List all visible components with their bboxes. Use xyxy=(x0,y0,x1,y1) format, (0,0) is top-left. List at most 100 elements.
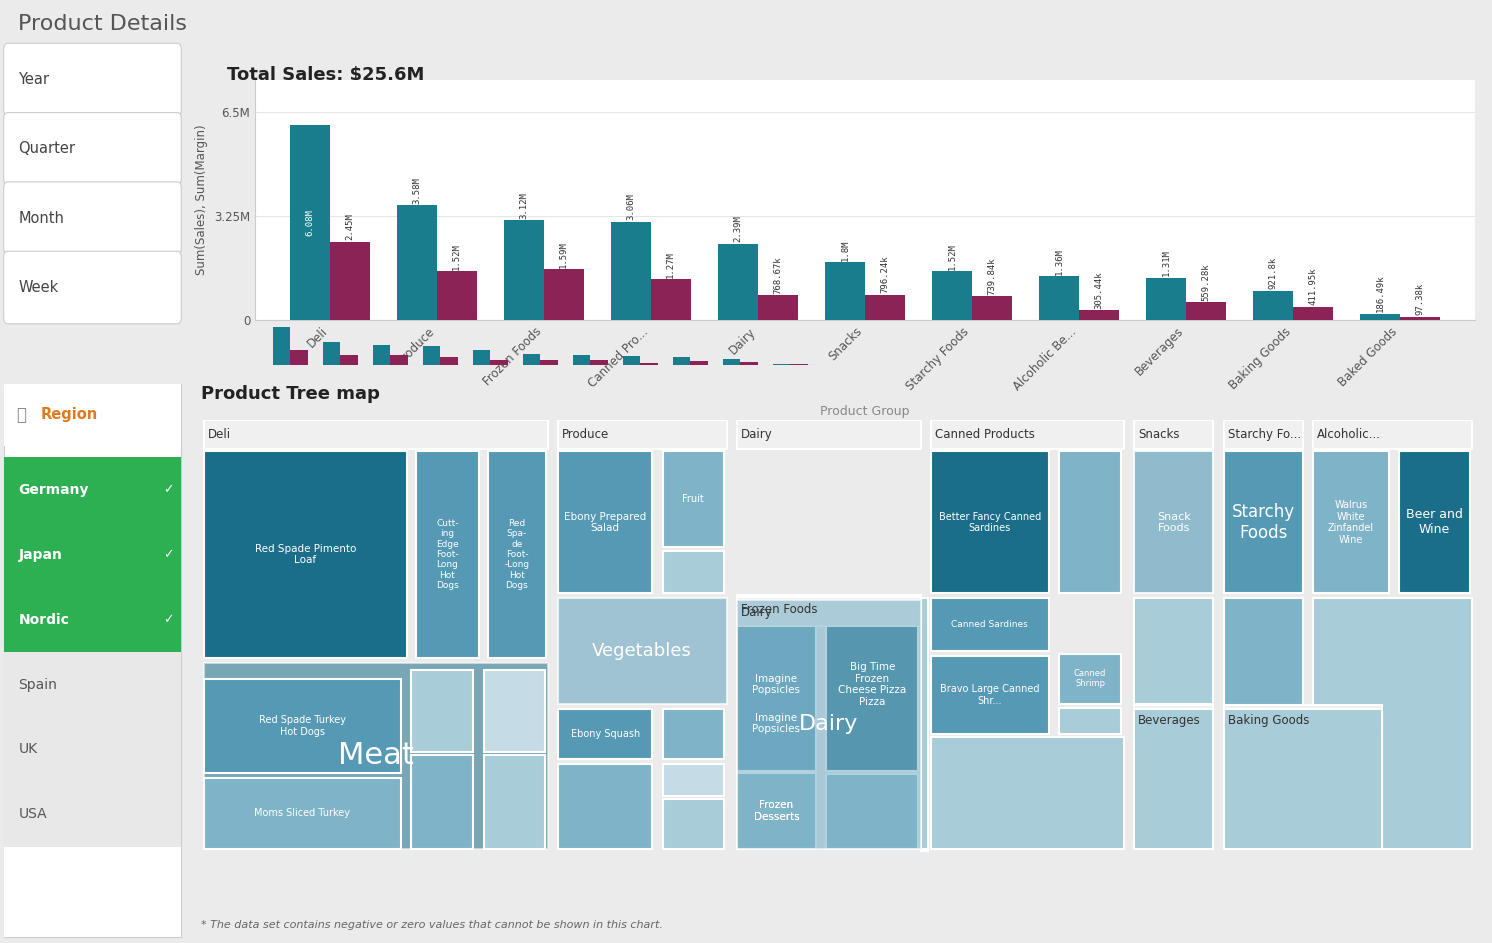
Text: Imagine
Popsicles: Imagine Popsicles xyxy=(752,673,800,695)
Text: Alcoholic...: Alcoholic... xyxy=(1317,428,1382,441)
Bar xyxy=(204,679,401,773)
Text: 1.59M: 1.59M xyxy=(560,240,568,268)
Text: USA: USA xyxy=(18,807,48,821)
Text: Germany: Germany xyxy=(18,483,90,497)
Bar xyxy=(931,737,1123,849)
FancyBboxPatch shape xyxy=(3,251,182,323)
Text: Deli: Deli xyxy=(207,428,231,441)
Bar xyxy=(1313,452,1389,593)
Text: 2.39M: 2.39M xyxy=(734,215,743,242)
Bar xyxy=(662,452,724,548)
Bar xyxy=(651,279,691,320)
Bar xyxy=(540,360,558,365)
Bar xyxy=(1134,599,1213,703)
Bar xyxy=(422,346,440,365)
Text: 6.08M: 6.08M xyxy=(306,209,315,236)
Text: * The data set contains negative or zero values that cannot be shown in this cha: * The data set contains negative or zero… xyxy=(201,920,662,930)
Text: Frozen Foods: Frozen Foods xyxy=(740,604,818,616)
Text: 1.52M: 1.52M xyxy=(452,243,461,270)
Text: Product Details: Product Details xyxy=(18,14,186,34)
Text: Region: Region xyxy=(40,407,98,422)
Bar xyxy=(558,709,652,759)
Text: Spain: Spain xyxy=(18,677,57,691)
Text: 1.36M: 1.36M xyxy=(1055,248,1064,274)
Bar xyxy=(931,599,1049,651)
Bar xyxy=(330,241,370,320)
Text: Dairy: Dairy xyxy=(740,605,773,619)
Text: Quarter: Quarter xyxy=(18,141,76,157)
Text: 186.49k: 186.49k xyxy=(1376,274,1385,312)
Text: UK: UK xyxy=(18,742,37,756)
Bar xyxy=(758,295,798,320)
Bar xyxy=(1223,452,1303,593)
Bar xyxy=(1361,314,1399,320)
FancyBboxPatch shape xyxy=(3,43,182,116)
Bar xyxy=(1253,290,1294,320)
FancyBboxPatch shape xyxy=(3,112,182,185)
Text: Big Time
Frozen
Cheese Pizza
Pizza: Big Time Frozen Cheese Pizza Pizza xyxy=(839,662,906,707)
Bar xyxy=(827,774,918,849)
Bar xyxy=(522,354,540,365)
Text: 796.24k: 796.24k xyxy=(880,256,889,293)
Bar xyxy=(589,360,607,365)
Text: Beer and
Wine: Beer and Wine xyxy=(1405,508,1464,537)
Bar xyxy=(737,599,816,849)
Bar xyxy=(1079,310,1119,320)
Text: 3.06M: 3.06M xyxy=(627,193,636,221)
Bar xyxy=(573,356,589,365)
Bar xyxy=(740,362,758,365)
Text: Red Spade Turkey
Hot Dogs: Red Spade Turkey Hot Dogs xyxy=(258,715,346,736)
Bar xyxy=(3,457,182,522)
Bar xyxy=(1223,709,1382,849)
Text: ✓: ✓ xyxy=(163,548,173,561)
Bar xyxy=(289,350,307,365)
Bar xyxy=(483,670,545,753)
Text: 1.31M: 1.31M xyxy=(1162,250,1171,276)
Bar xyxy=(1399,317,1440,320)
Bar xyxy=(558,452,652,593)
Text: Dairy: Dairy xyxy=(740,428,773,441)
Bar xyxy=(662,709,724,759)
Bar xyxy=(1146,278,1186,320)
Text: 411.95k: 411.95k xyxy=(1308,268,1317,306)
Bar xyxy=(1134,709,1213,849)
Text: Japan: Japan xyxy=(18,548,63,562)
Bar xyxy=(921,599,928,849)
Bar xyxy=(440,357,458,365)
Text: Canned Sardines: Canned Sardines xyxy=(952,620,1028,629)
Bar xyxy=(722,359,740,365)
Bar xyxy=(932,272,971,320)
Text: Cutt-
ing
Edge
Foot-
Long
Hot
Dogs: Cutt- ing Edge Foot- Long Hot Dogs xyxy=(436,519,458,590)
Bar xyxy=(204,420,548,449)
Bar xyxy=(1223,599,1303,849)
Text: Baking Goods: Baking Goods xyxy=(1228,714,1308,727)
Bar xyxy=(504,220,545,320)
Text: 97.38k: 97.38k xyxy=(1416,283,1425,315)
Text: 559.28k: 559.28k xyxy=(1201,263,1210,301)
Bar xyxy=(921,849,928,852)
Text: Red Spade Pimento
Loaf: Red Spade Pimento Loaf xyxy=(255,544,357,566)
Bar xyxy=(737,599,816,770)
Bar xyxy=(3,522,182,587)
Bar xyxy=(1313,420,1471,449)
Bar xyxy=(558,764,652,849)
Bar xyxy=(931,452,1049,593)
Y-axis label: Sum(Sales), Sum(Margin): Sum(Sales), Sum(Margin) xyxy=(195,124,209,275)
Text: Product Group: Product Group xyxy=(821,405,910,418)
Bar xyxy=(204,452,407,658)
Text: Starchy Fo...: Starchy Fo... xyxy=(1228,428,1301,441)
Text: Better Fancy Canned
Sardines: Better Fancy Canned Sardines xyxy=(938,511,1041,533)
Text: Ebony Prepared
Salad: Ebony Prepared Salad xyxy=(564,511,646,533)
Text: Canned
Shrimp: Canned Shrimp xyxy=(1074,669,1106,688)
Text: 305.44k: 305.44k xyxy=(1094,271,1103,308)
Bar xyxy=(204,778,401,849)
Text: Product Tree map: Product Tree map xyxy=(201,386,379,404)
Text: 768.67k: 768.67k xyxy=(773,256,782,294)
Bar xyxy=(3,782,182,847)
Bar xyxy=(558,420,727,449)
Text: Bravo Large Canned
Shr...: Bravo Large Canned Shr... xyxy=(940,684,1040,705)
Bar xyxy=(865,294,904,320)
Bar xyxy=(622,356,640,365)
Bar xyxy=(931,420,1123,449)
Bar xyxy=(373,345,389,365)
